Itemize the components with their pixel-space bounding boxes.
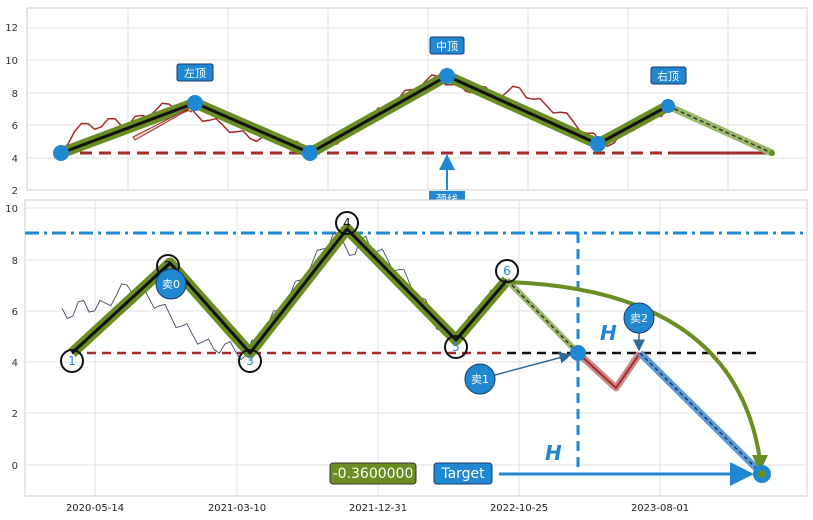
- sell-1-arrow: [494, 351, 572, 376]
- target-point-inner: [758, 470, 766, 478]
- bottom-ytick: 8: [12, 256, 18, 267]
- top-point: [53, 145, 69, 161]
- sell-0-marker: 卖0: [155, 268, 187, 300]
- top-point: [769, 150, 775, 156]
- top-point: [590, 136, 606, 152]
- svg-text:左顶: 左顶: [184, 67, 206, 80]
- top-panel: 12 10 8 6 4 2 左顶 中顶: [5, 7, 808, 197]
- bottom-x-ticks: 2020-05-14 2021-03-10 2021-12-31 2022-10…: [66, 503, 689, 514]
- middle-top-label: 中顶: [429, 36, 465, 55]
- top-y-ticks: 12 10 8 6 4 2: [5, 23, 18, 197]
- point-6: 6: [495, 259, 519, 283]
- x-tick-label: 2021-03-10: [208, 503, 266, 514]
- svg-text:Target: Target: [440, 466, 485, 482]
- top-point: [661, 99, 675, 113]
- x-tick-label: 2023-08-01: [631, 503, 689, 514]
- svg-text:右顶: 右顶: [657, 69, 679, 83]
- point-4: 4: [335, 211, 359, 235]
- x-tick-label: 2021-12-31: [349, 503, 407, 514]
- x-tick-label: 2022-10-25: [490, 503, 548, 514]
- bottom-ytick: 4: [12, 358, 18, 369]
- top-ytick: 8: [12, 89, 18, 100]
- sell-1-marker: 卖1: [464, 363, 496, 395]
- svg-text:-0.3600000: -0.3600000: [333, 466, 414, 482]
- bottom-grid: [25, 200, 807, 496]
- sell-2-marker: 卖2: [623, 302, 655, 334]
- bottom-ytick: 10: [5, 204, 18, 215]
- svg-text:6: 6: [503, 264, 511, 278]
- h-label-upper: H: [600, 321, 617, 345]
- sell-1-point: [570, 345, 586, 361]
- svg-text:4: 4: [343, 216, 351, 230]
- top-ytick: 4: [12, 154, 18, 165]
- svg-text:1: 1: [68, 354, 76, 368]
- left-top-label: 左顶: [176, 63, 214, 82]
- bottom-ytick: 0: [12, 461, 18, 472]
- projection-arc-arrow: [506, 280, 762, 461]
- svg-text:3: 3: [246, 354, 254, 368]
- top-ytick: 2: [12, 186, 18, 197]
- bottom-panel: 10 8 6 4 2 0 2020-05-14 2021-03-10 2021-…: [5, 199, 808, 514]
- svg-text:卖1: 卖1: [471, 373, 489, 386]
- target-value-box: -0.3600000: [329, 462, 417, 485]
- point-1: 1: [60, 349, 84, 373]
- top-ytick: 12: [5, 23, 18, 34]
- bottom-y-ticks: 10 8 6 4 2 0: [5, 204, 18, 472]
- svg-text:中顶: 中顶: [436, 40, 458, 53]
- target-drop-line: [639, 352, 763, 475]
- x-tick-label: 2020-05-14: [66, 503, 124, 514]
- top-ytick: 10: [5, 56, 18, 67]
- svg-text:卖2: 卖2: [630, 312, 648, 325]
- svg-text:2: 2: [164, 259, 172, 273]
- top-pattern-line: [60, 74, 669, 155]
- svg-text:5: 5: [452, 340, 460, 354]
- h-label-lower: H: [545, 441, 562, 465]
- top-ytick: 6: [12, 121, 18, 132]
- target-label-box: Target: [433, 462, 493, 485]
- top-point: [439, 68, 455, 84]
- top-point: [187, 95, 203, 111]
- top-projection-line: [667, 105, 773, 154]
- bottom-ytick: 2: [12, 409, 18, 420]
- bottom-pattern-line: [70, 227, 509, 355]
- right-top-label: 右顶: [650, 66, 687, 85]
- point-5: 5: [444, 335, 468, 359]
- svg-text:卖0: 卖0: [162, 278, 180, 291]
- top-grid: [27, 8, 807, 190]
- top-point: [302, 145, 318, 161]
- point-3: 3: [238, 349, 262, 373]
- bottom-projection-line: [506, 279, 579, 354]
- bottom-ytick: 6: [12, 307, 18, 318]
- pullback-line: [577, 352, 641, 389]
- projection-arc-arrowhead: [752, 455, 768, 472]
